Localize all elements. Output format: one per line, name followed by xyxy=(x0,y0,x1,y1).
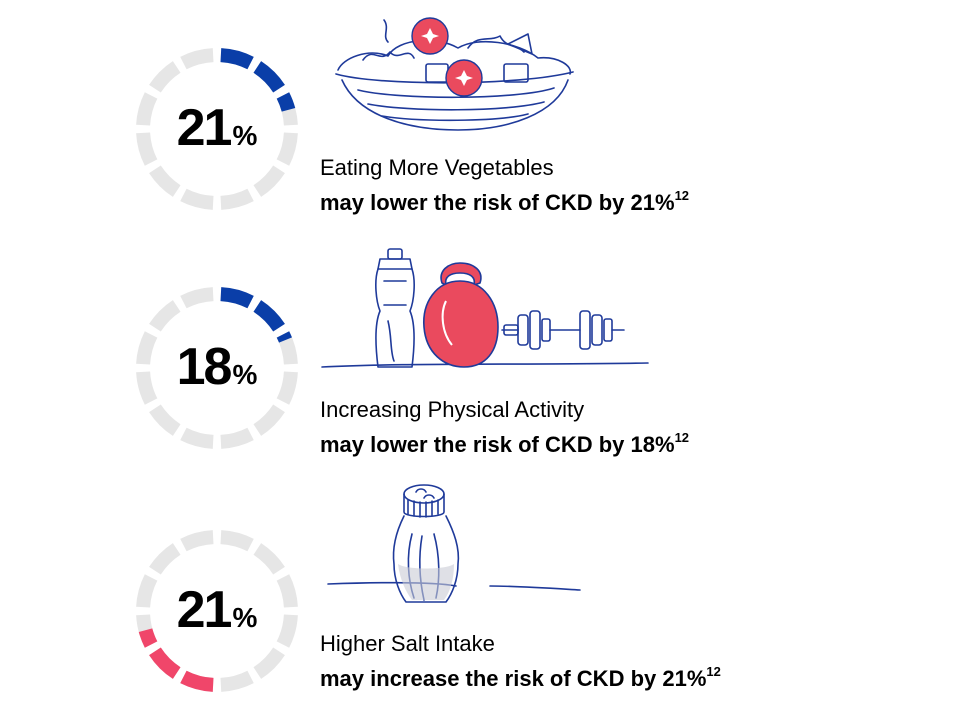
ring-svg xyxy=(136,287,298,449)
ring-segment xyxy=(276,614,298,648)
stat-caption: Eating More Vegetables may lower the ris… xyxy=(320,154,689,217)
stat-row-salt-intake: 21% Higher Salt Intake may increase the … xyxy=(0,482,972,723)
stat-statement: may increase the risk of CKD by 21%12 xyxy=(320,664,721,691)
ring-fill-segment xyxy=(149,647,181,679)
ring-segment xyxy=(180,188,214,210)
ring-segment xyxy=(220,530,254,552)
ring-fill-segment xyxy=(276,92,296,112)
ring-segment xyxy=(136,92,158,126)
percent-value: 21% xyxy=(176,99,258,157)
stat-row-physical-activity: 18% xyxy=(0,241,972,482)
ring-segment xyxy=(276,371,298,405)
salad-bowl-icon xyxy=(318,8,588,143)
salt-shaker-icon xyxy=(326,476,586,611)
ring-segment xyxy=(276,132,298,166)
ring-svg xyxy=(136,530,298,692)
stat-title: Eating More Vegetables xyxy=(320,155,554,180)
ring-segment xyxy=(276,574,298,608)
ring-segment xyxy=(253,165,285,197)
ring-segment xyxy=(149,165,181,197)
stat-title: Increasing Physical Activity xyxy=(320,397,585,422)
ring-segment xyxy=(149,543,181,575)
ring-fill-segment xyxy=(220,48,254,70)
ring-segment xyxy=(149,300,181,332)
ring-fill-segment xyxy=(253,61,285,93)
ring-segment xyxy=(149,404,181,436)
ring-segment xyxy=(180,530,214,552)
ring-segment xyxy=(180,427,214,449)
stat-row-vegetables: 21% xyxy=(0,0,972,241)
ring-segment xyxy=(136,574,158,608)
reference-superscript: 12 xyxy=(674,188,690,203)
ring-segment xyxy=(253,404,285,436)
ring-segment xyxy=(136,132,158,166)
ring-segment xyxy=(220,188,254,210)
stat-statement: may lower the risk of CKD by 18%12 xyxy=(320,430,690,457)
ring-fill-segment xyxy=(180,670,214,692)
ring-fill-segment xyxy=(253,300,285,332)
ring-svg xyxy=(136,48,298,210)
stat-title: Higher Salt Intake xyxy=(320,631,495,656)
ring-segment xyxy=(180,48,214,70)
percent-ring xyxy=(134,528,300,694)
percent-value: 18% xyxy=(176,338,258,396)
stat-caption: Higher Salt Intake may increase the risk… xyxy=(320,630,721,693)
stat-statement: may lower the risk of CKD by 21%12 xyxy=(320,188,690,215)
ring-fill-segment xyxy=(276,331,292,343)
ring-fill-segment xyxy=(138,628,158,648)
ring-segment xyxy=(220,670,254,692)
ring-segment xyxy=(136,331,158,365)
ring-segment xyxy=(253,647,285,679)
ring-segment xyxy=(149,61,181,93)
stat-caption: Increasing Physical Activity may lower t… xyxy=(320,396,689,459)
percent-ring xyxy=(134,46,300,212)
percent-ring xyxy=(134,285,300,451)
ring-segment xyxy=(220,427,254,449)
reference-superscript: 12 xyxy=(674,430,690,445)
ring-segment xyxy=(180,287,214,309)
ring-segment xyxy=(136,371,158,405)
fitness-equipment-icon xyxy=(318,241,658,378)
ring-segment xyxy=(253,543,285,575)
ring-fill-segment xyxy=(220,287,254,309)
reference-superscript: 12 xyxy=(706,664,721,679)
percent-value: 21% xyxy=(176,581,258,639)
